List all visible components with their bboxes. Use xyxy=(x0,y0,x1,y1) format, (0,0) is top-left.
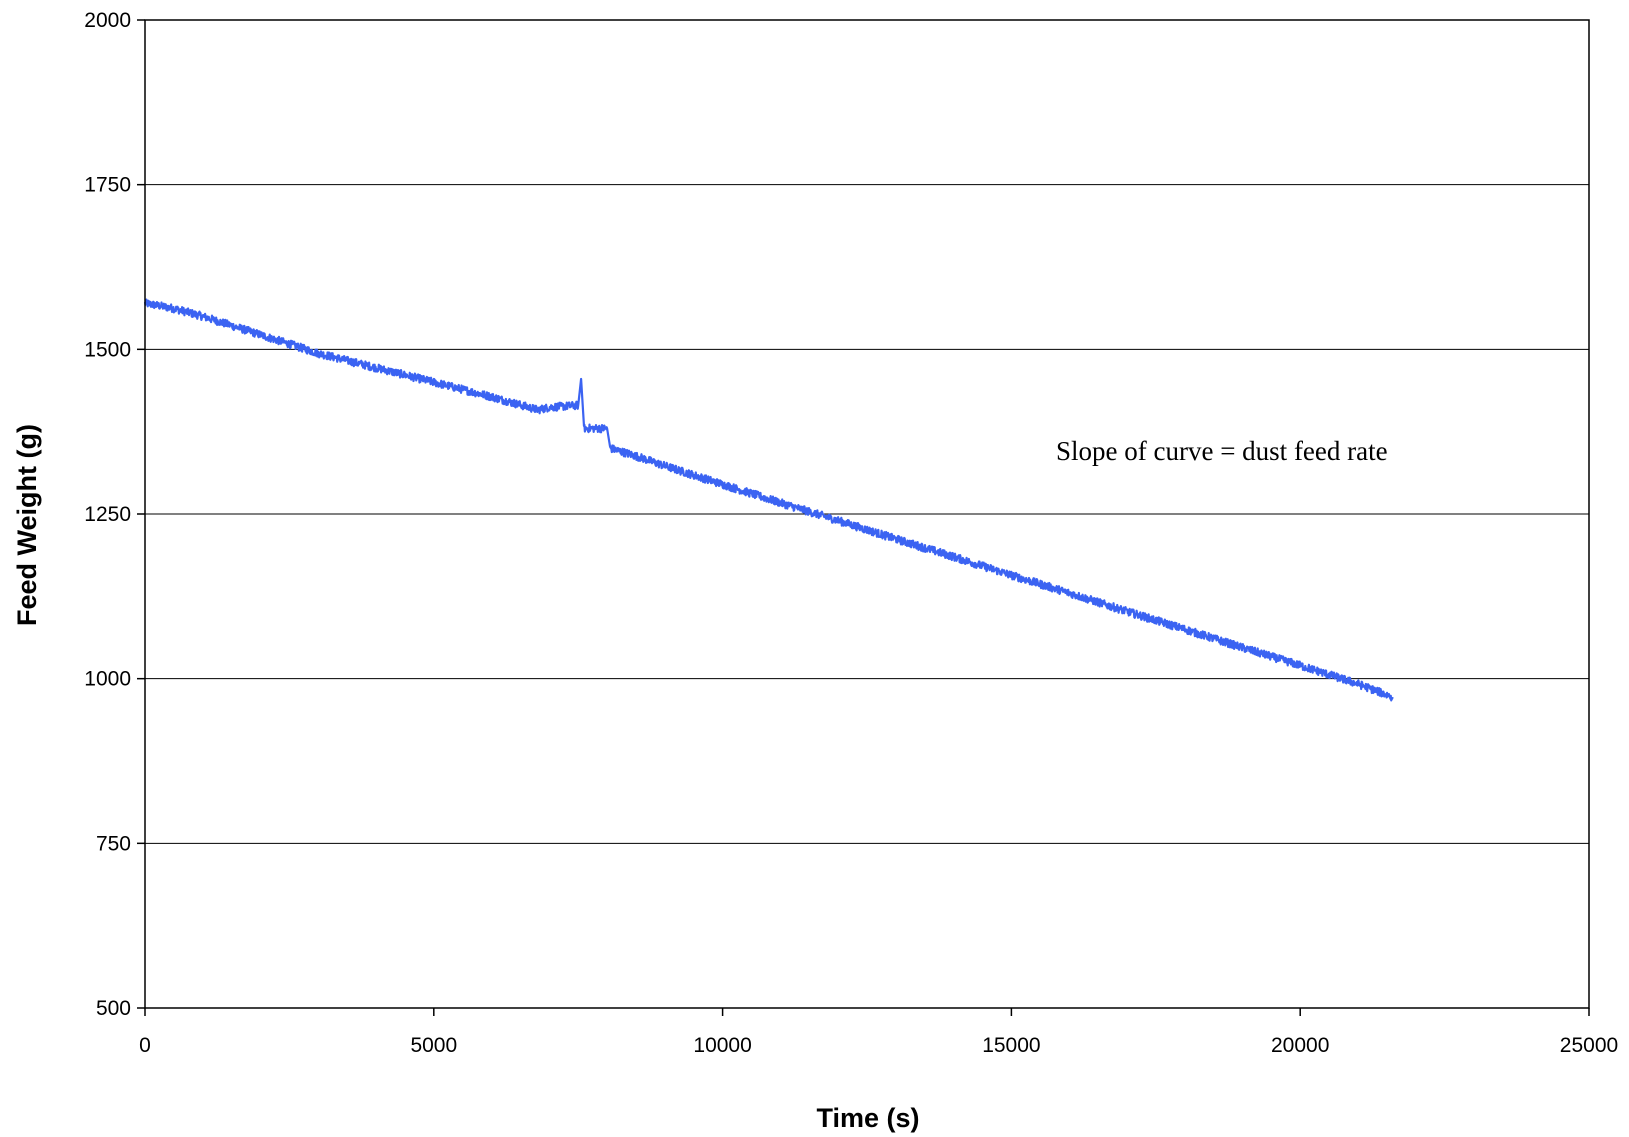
x-tick-labels: 0 5000 10000 15000 20000 25000 xyxy=(139,1034,1618,1057)
y-tick-label: 1250 xyxy=(84,503,131,526)
x-tick-label: 15000 xyxy=(982,1034,1040,1057)
y-tick-label: 2000 xyxy=(84,9,131,32)
series-layer xyxy=(143,298,1394,702)
gridlines xyxy=(145,184,1589,844)
x-tick-label: 25000 xyxy=(1560,1034,1618,1057)
x-tick-label: 10000 xyxy=(693,1034,751,1057)
x-tick-label: 5000 xyxy=(410,1034,457,1057)
y-tick-label: 500 xyxy=(96,997,131,1020)
y-tick-labels: 500 750 1000 1250 1500 1750 2000 xyxy=(84,9,131,1020)
y-tick-label: 1500 xyxy=(84,338,131,361)
axes xyxy=(137,19,1590,1016)
slope-annotation: Slope of curve = dust feed rate xyxy=(1056,436,1388,466)
x-tick-label: 0 xyxy=(139,1034,151,1057)
y-tick-label: 1000 xyxy=(84,668,131,691)
x-tick-label: 20000 xyxy=(1271,1034,1329,1057)
x-axis-title: Time (s) xyxy=(816,1103,919,1133)
feed-weight-series-line xyxy=(143,298,1394,702)
y-axis-title: Feed Weight (g) xyxy=(12,424,42,626)
y-tick-label: 750 xyxy=(96,832,131,855)
y-tick-label: 1750 xyxy=(84,174,131,197)
plot-area-border xyxy=(144,19,1590,1009)
